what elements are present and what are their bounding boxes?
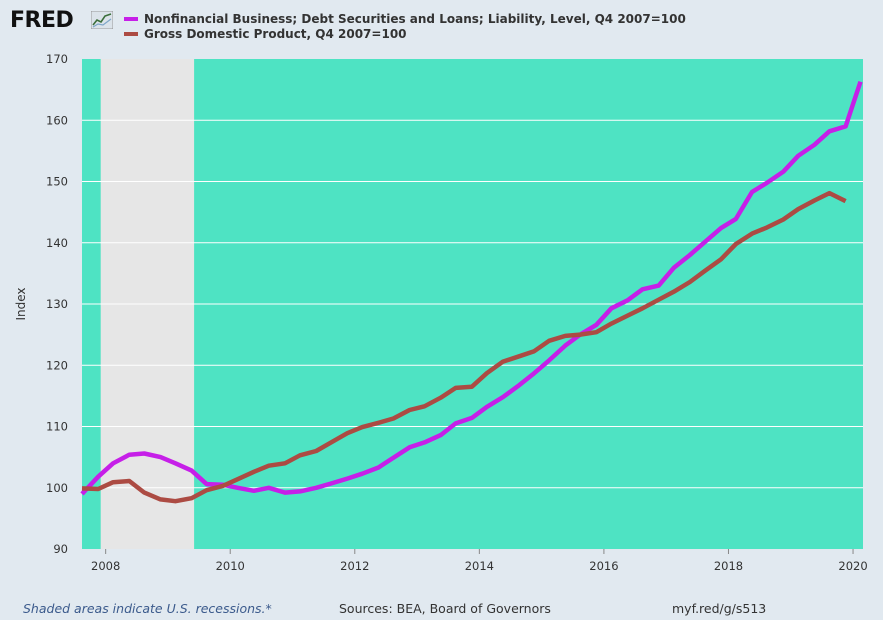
legend-label-gdp: Gross Domestic Product, Q4 2007=100 bbox=[144, 27, 407, 41]
y-tick-label: 150 bbox=[46, 175, 68, 189]
y-tick-label: 160 bbox=[46, 113, 68, 127]
recession-note: Shaded areas indicate U.S. recessions.* bbox=[23, 601, 272, 616]
x-tick-label: 2020 bbox=[838, 559, 867, 573]
line-chart[interactable]: 90 100 110 120 130 140 150 160 170 2008 2010 2012 20… bbox=[0, 0, 883, 598]
x-tick-label: 2010 bbox=[216, 559, 245, 573]
chart-footer: Shaded areas indicate U.S. recessions.* … bbox=[0, 598, 883, 620]
series-line-debt[interactable] bbox=[80, 80, 863, 496]
trend-graph-icon bbox=[91, 11, 113, 29]
y-tick-label: 90 bbox=[53, 542, 68, 556]
sources-text: Sources: BEA, Board of Governors bbox=[339, 601, 551, 616]
x-tick-label: 2016 bbox=[589, 559, 618, 573]
short-link[interactable]: myf.red/g/s513 bbox=[672, 601, 767, 616]
x-tick-label: 2014 bbox=[465, 559, 494, 573]
y-tick-label: 110 bbox=[46, 420, 68, 434]
chart-header: FRED Nonfinancial Business; Debt Securit… bbox=[0, 0, 883, 50]
y-tick-label: 170 bbox=[46, 52, 68, 66]
y-tick-label: 140 bbox=[46, 236, 68, 250]
legend-item-debt[interactable]: Nonfinancial Business; Debt Securities a… bbox=[124, 11, 686, 27]
legend-item-gdp[interactable]: Gross Domestic Product, Q4 2007=100 bbox=[124, 26, 407, 42]
legend-swatch-gdp bbox=[124, 32, 138, 36]
x-tick-label: 2008 bbox=[91, 559, 120, 573]
y-tick-label: 120 bbox=[46, 358, 68, 372]
fred-logo[interactable]: FRED bbox=[10, 8, 74, 33]
series-line-gdp[interactable] bbox=[81, 190, 847, 504]
y-tick-label: 130 bbox=[46, 297, 68, 311]
legend-label-debt: Nonfinancial Business; Debt Securities a… bbox=[144, 12, 686, 26]
legend-swatch-debt bbox=[124, 17, 138, 21]
x-tick-label: 2018 bbox=[714, 559, 743, 573]
y-tick-label: 100 bbox=[46, 481, 68, 495]
x-tick-label: 2012 bbox=[340, 559, 369, 573]
y-axis-label: Index bbox=[14, 287, 28, 320]
